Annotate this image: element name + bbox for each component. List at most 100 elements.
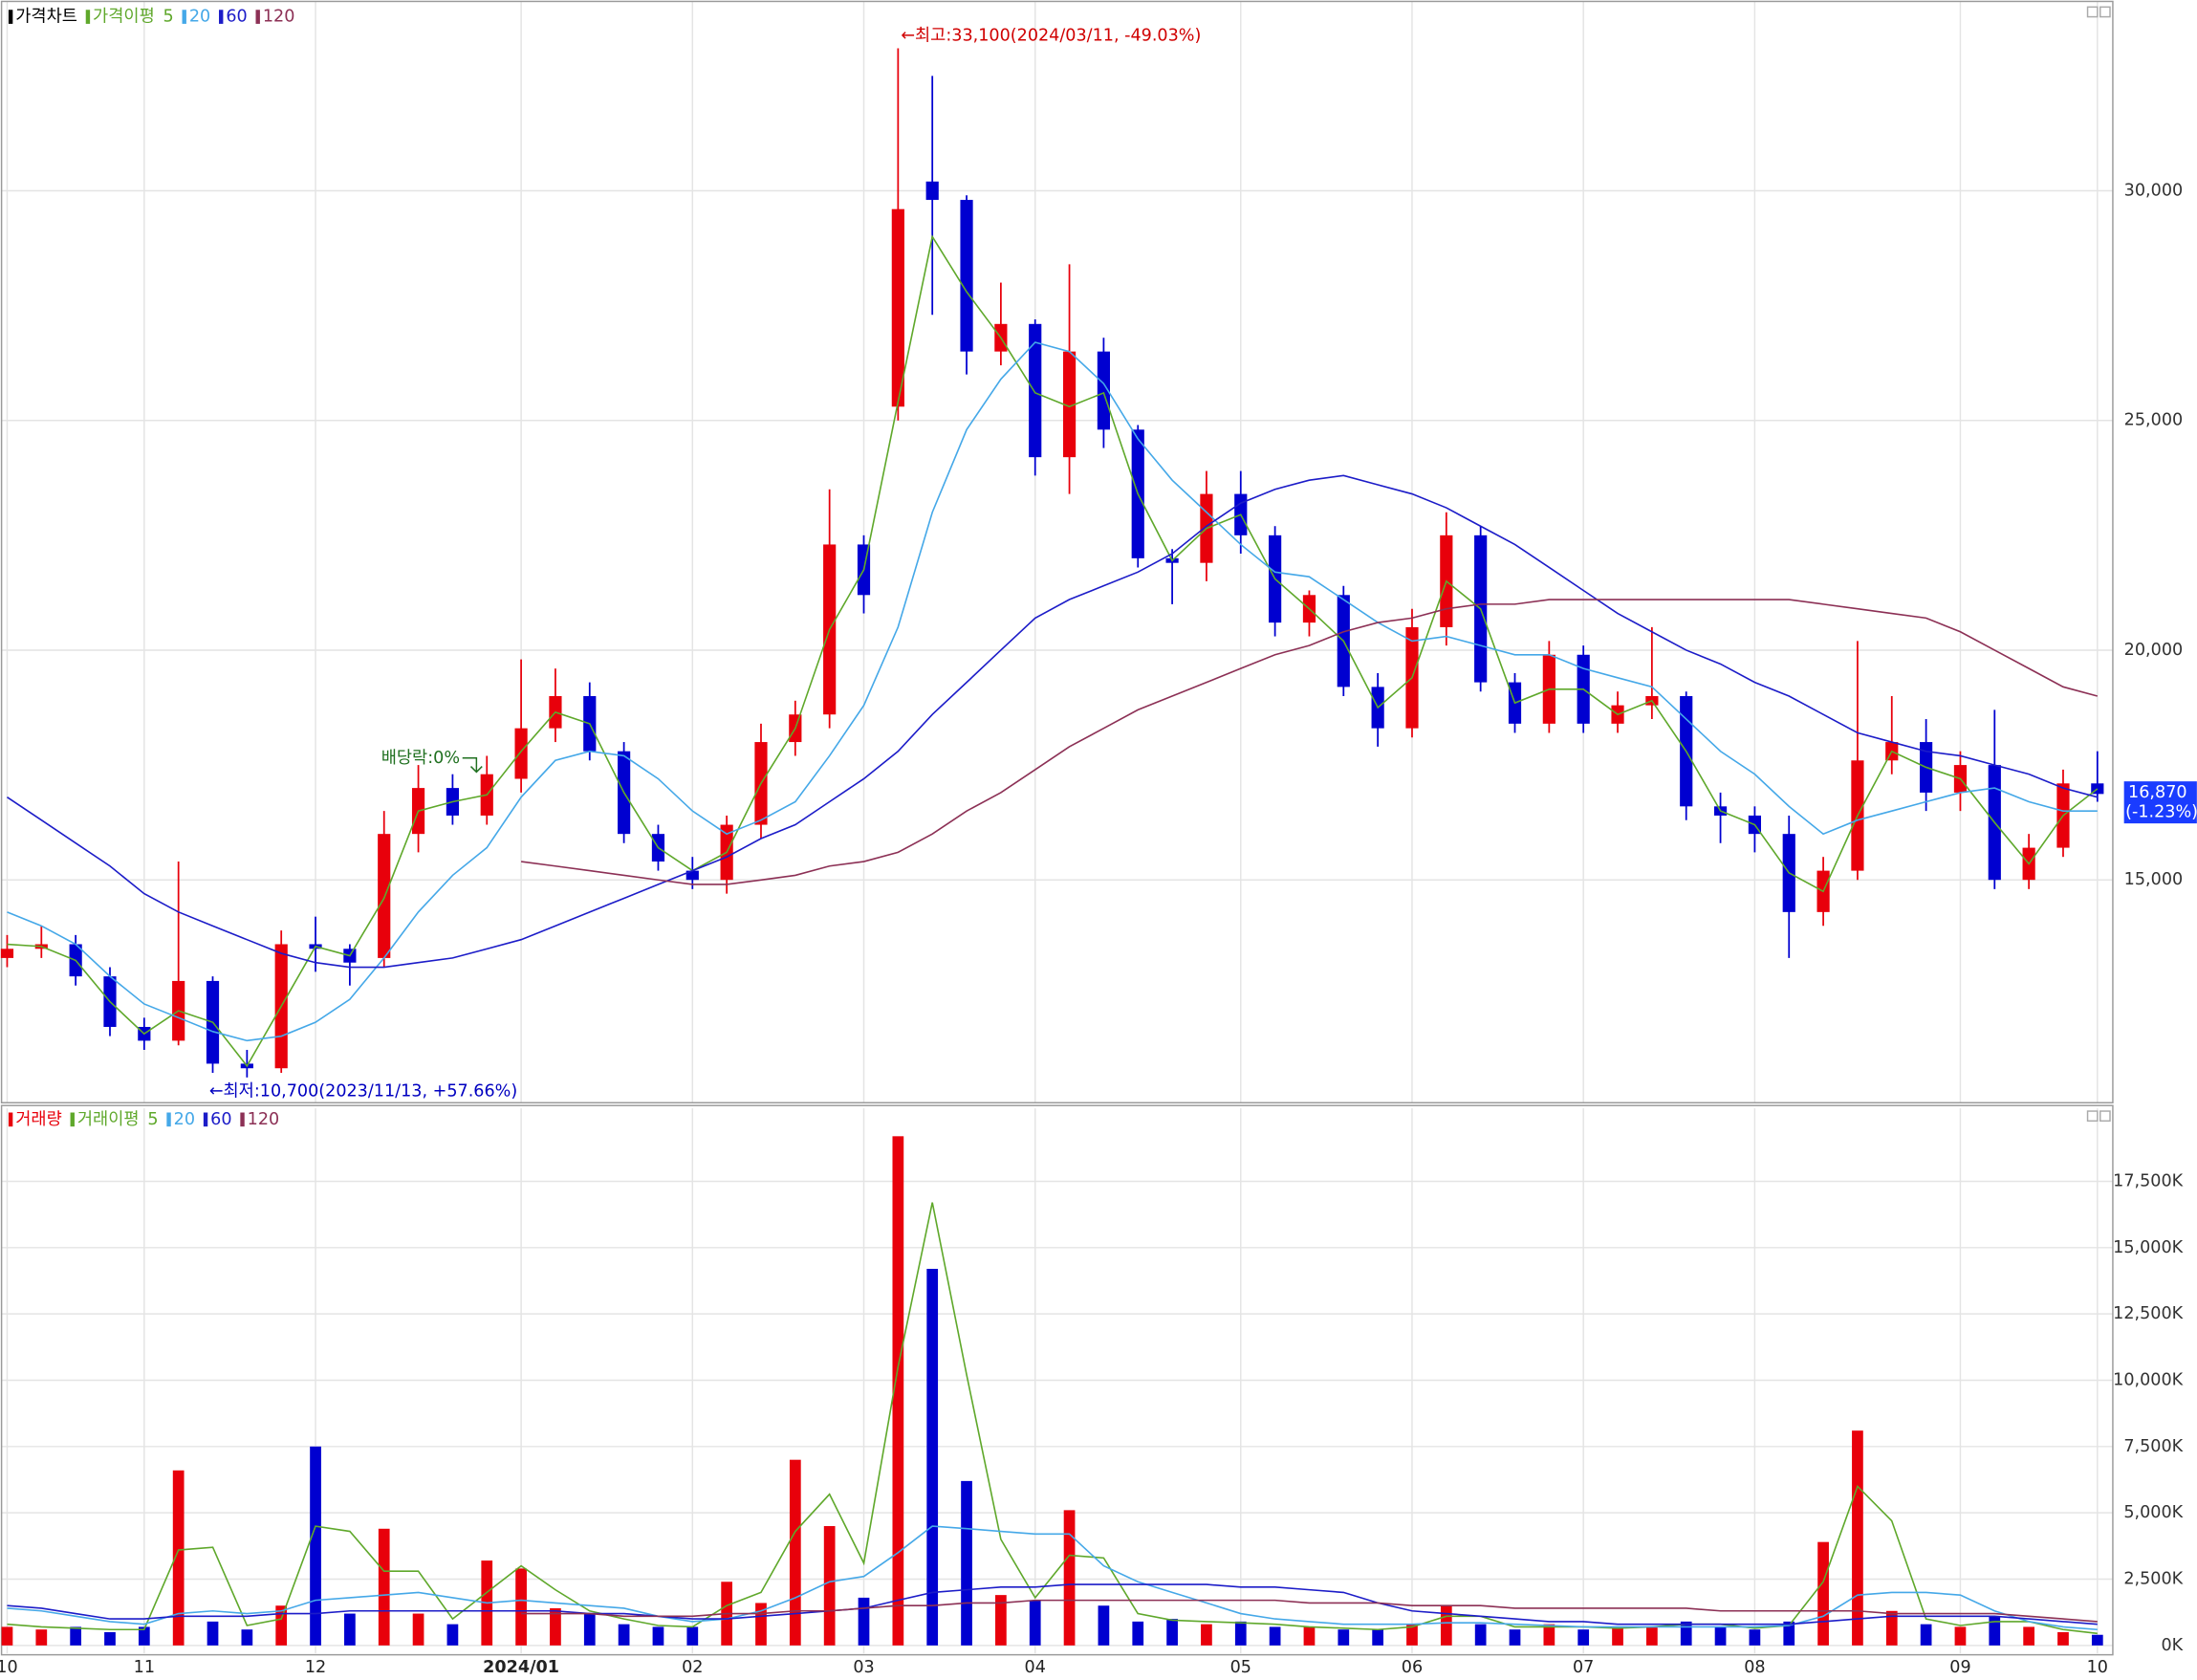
candle-body bbox=[925, 181, 939, 201]
y-tick-label: 20,000 bbox=[2124, 641, 2184, 660]
panel-button[interactable] bbox=[2099, 1110, 2111, 1123]
last-price-label: 16,870 bbox=[2128, 783, 2187, 802]
legend-label: 60 bbox=[210, 1110, 231, 1129]
volume-bar bbox=[70, 1626, 82, 1646]
legend-label: 120 bbox=[248, 1110, 280, 1129]
x-tick-label: 10 bbox=[2087, 1658, 2108, 1677]
volume-bar bbox=[995, 1595, 1007, 1646]
volume-bar bbox=[446, 1624, 459, 1646]
y-tick-label: 15,000K bbox=[2113, 1238, 2184, 1257]
volume-bar bbox=[275, 1605, 288, 1646]
volume-bar bbox=[618, 1624, 630, 1646]
legend-label: 20 bbox=[174, 1110, 195, 1129]
candle-body bbox=[514, 728, 528, 779]
volume-bar bbox=[652, 1626, 664, 1646]
y-tick-label: 0K bbox=[2161, 1636, 2183, 1655]
ma-line bbox=[521, 599, 2099, 885]
y-tick-label: 7,500K bbox=[2123, 1437, 2183, 1456]
panel-button[interactable] bbox=[2099, 6, 2111, 18]
legend-marker bbox=[166, 1112, 171, 1127]
volume-bar bbox=[241, 1629, 253, 1646]
legend-label: 거래량 bbox=[15, 1110, 62, 1129]
legend-label: 거래이평 bbox=[77, 1110, 140, 1129]
volume-bar bbox=[1920, 1624, 1932, 1646]
x-tick-label: 02 bbox=[682, 1658, 703, 1677]
volume-bar bbox=[686, 1626, 699, 1646]
panel-button[interactable] bbox=[2086, 6, 2099, 18]
legend-marker bbox=[240, 1112, 245, 1127]
volume-bar bbox=[35, 1629, 48, 1646]
ma-line bbox=[521, 1599, 2098, 1623]
legend-marker bbox=[219, 10, 224, 24]
y-tick-label: 25,000 bbox=[2124, 411, 2184, 430]
x-tick-label: 03 bbox=[853, 1658, 874, 1677]
volume-bar bbox=[1817, 1541, 1829, 1646]
y-tick-label: 12,500K bbox=[2113, 1304, 2184, 1323]
ma-line bbox=[7, 1583, 2098, 1625]
candle-body bbox=[1097, 351, 1110, 430]
volume-bar bbox=[344, 1613, 356, 1646]
y-tick-label: 15,000 bbox=[2124, 870, 2184, 889]
volume-bar bbox=[1338, 1629, 1350, 1646]
volume-bar bbox=[1406, 1624, 1418, 1646]
volume-bar bbox=[207, 1621, 219, 1646]
volume-bar bbox=[1303, 1626, 1316, 1646]
x-tick-label: 08 bbox=[1744, 1658, 1765, 1677]
panel-button[interactable] bbox=[2086, 1110, 2099, 1123]
volume-bar bbox=[1852, 1430, 1863, 1646]
legend-label: 가격이평 bbox=[93, 8, 155, 27]
volume-bar bbox=[1269, 1626, 1281, 1646]
volume-bar bbox=[1612, 1626, 1623, 1646]
marks bbox=[0, 48, 2104, 1646]
candle-body bbox=[1062, 351, 1077, 458]
candle-body bbox=[960, 200, 973, 352]
volume-bar bbox=[1543, 1624, 1555, 1646]
candle-body bbox=[891, 208, 904, 407]
legend-marker bbox=[182, 10, 186, 24]
low-annotation: ←최저:10,700(2023/11/13, +57.66%) bbox=[209, 1081, 517, 1101]
candle-body bbox=[685, 870, 699, 881]
legend-marker bbox=[70, 1112, 75, 1127]
volume-bar bbox=[1, 1626, 13, 1646]
volume-bar bbox=[1474, 1624, 1487, 1646]
volume-bar bbox=[858, 1597, 870, 1646]
volume-bar bbox=[172, 1470, 185, 1646]
volume-bar bbox=[104, 1631, 116, 1646]
last-change-label: (-1.23%) bbox=[2125, 802, 2197, 821]
x-tick-label: 09 bbox=[1949, 1658, 1970, 1677]
ma-line bbox=[7, 234, 2099, 1068]
legend-label: 20 bbox=[189, 8, 210, 27]
x-tick-label: 06 bbox=[1402, 1658, 1423, 1677]
x-tick-label: 10 bbox=[0, 1658, 18, 1677]
y-tick-label: 30,000 bbox=[2124, 181, 2184, 200]
legend-marker bbox=[203, 1112, 208, 1127]
volume-bar bbox=[1132, 1621, 1144, 1646]
legend-label: 5 bbox=[147, 1110, 158, 1129]
volume-bar bbox=[1714, 1626, 1727, 1646]
ma-line bbox=[7, 341, 2098, 1042]
volume-bar bbox=[1954, 1626, 1967, 1646]
x-tick-label: 11 bbox=[134, 1658, 155, 1677]
volume-bar bbox=[961, 1480, 972, 1646]
volume-bar bbox=[1029, 1600, 1041, 1646]
legend-label: 120 bbox=[263, 8, 295, 27]
dividend-arrow bbox=[462, 757, 483, 774]
x-tick-label: 2024/01 bbox=[483, 1658, 559, 1677]
grid-layer bbox=[1, 1, 2113, 1654]
volume-bar bbox=[2023, 1626, 2034, 1646]
volume-bar bbox=[515, 1568, 527, 1646]
high-annotation: ←최고:33,100(2024/03/11, -49.03%) bbox=[901, 26, 1201, 45]
x-tick-label: 12 bbox=[305, 1658, 326, 1677]
dividend-annotation: 배당락:0% bbox=[381, 749, 460, 768]
volume-bar bbox=[1749, 1629, 1761, 1646]
x-tick-label: 04 bbox=[1025, 1658, 1046, 1677]
volume-bar bbox=[1372, 1629, 1384, 1646]
volume-bar bbox=[926, 1268, 939, 1646]
candle-body bbox=[0, 949, 14, 958]
volume-bar bbox=[310, 1446, 321, 1646]
volume-bar bbox=[823, 1526, 836, 1646]
volume-bar bbox=[755, 1603, 767, 1646]
